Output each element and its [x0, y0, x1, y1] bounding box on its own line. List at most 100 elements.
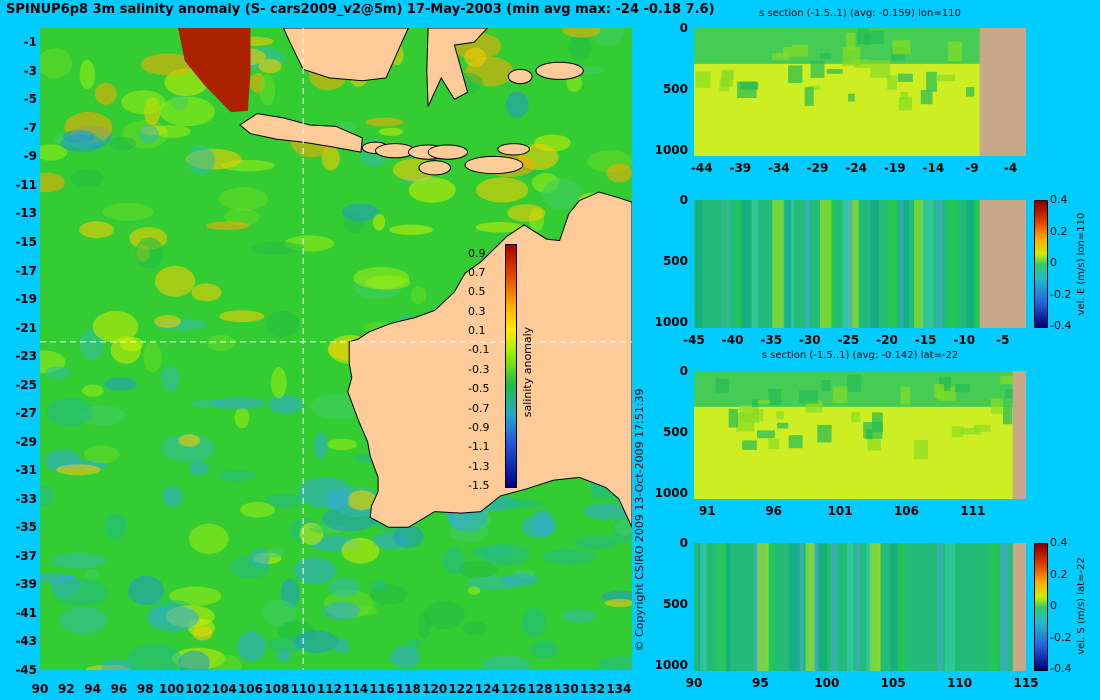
map-field-blob [40, 485, 54, 507]
map-field-blob [110, 336, 142, 364]
section-field-patch [892, 40, 911, 55]
map-x-tick: 118 [395, 682, 421, 696]
section-field-patch [847, 374, 862, 392]
section-x-tick: 96 [765, 504, 783, 518]
map-field-blob [138, 125, 160, 144]
section-field-patch [777, 422, 789, 429]
map-y-tick: -41 [15, 605, 37, 620]
map-field-blob [155, 265, 196, 297]
section-vel-band [789, 543, 800, 671]
section-x-tick: 111 [960, 504, 986, 518]
map-y-tick: -35 [15, 520, 37, 535]
map-y-tick: -23 [15, 349, 37, 364]
map-field-blob [325, 488, 350, 511]
section-colorbar-tick: 0.4 [1050, 193, 1068, 206]
map-y-tick: -3 [23, 63, 37, 78]
section-field-patch [1000, 375, 1017, 385]
section-vel-band [948, 200, 958, 328]
section-x-tick: 90 [685, 676, 703, 690]
map-field-blob [268, 394, 303, 415]
map-colorbar [505, 244, 517, 488]
section-field-patch [742, 440, 757, 450]
map-field-blob [140, 53, 196, 76]
section-field-patch [821, 380, 831, 392]
map-y-tick: -29 [15, 434, 37, 449]
map-colorbar-tick: 0.3 [468, 304, 486, 318]
section-vel-band [870, 200, 879, 328]
map-y-tick: -25 [15, 377, 37, 392]
section-x-tick: -9 [965, 161, 979, 175]
map-field-blob [154, 315, 181, 328]
section-vel-band [920, 200, 926, 328]
section-x-tick: -10 [953, 333, 976, 347]
section-field-patch [751, 399, 759, 408]
map-field-blob [121, 90, 166, 115]
map-x-tick: 106 [237, 682, 264, 696]
salinity-map [40, 28, 632, 670]
map-field-blob [521, 515, 557, 539]
map-field-blob [219, 310, 265, 323]
map-colorbar-tick: 0.5 [468, 285, 486, 299]
island-land [507, 68, 533, 85]
map-field-blob [271, 367, 287, 399]
map-y-tick: -13 [15, 206, 37, 221]
section-vel-band [847, 543, 854, 671]
map-colorbar-tick: -0.9 [468, 420, 490, 434]
section-vel-band [830, 543, 838, 671]
section-vel-band [892, 200, 901, 328]
section-y-tick: 500 [662, 253, 688, 268]
map-field-blob [378, 127, 404, 136]
section-x-tick: -40 [721, 333, 744, 347]
map-field-blob [127, 643, 182, 670]
map-colorbar-tick: -0.3 [468, 362, 490, 376]
section-y-tick: 0 [679, 193, 688, 207]
map-field-blob [410, 286, 427, 305]
section-field-patch [768, 388, 781, 405]
section-field-patch [870, 30, 885, 44]
section-x-tick: -39 [729, 161, 752, 175]
map-field-blob [262, 599, 297, 627]
section-x-tick: -45 [683, 333, 705, 347]
map-x-tick: 120 [422, 682, 448, 696]
section-x-tick: -4 [1003, 161, 1018, 175]
section-vel-band [821, 543, 828, 671]
section-vel-band [989, 543, 999, 671]
section-field-patch [783, 46, 792, 57]
section-field-patch [799, 390, 818, 404]
vel-s-colorbar [1034, 543, 1048, 671]
map-y-tick: -19 [15, 292, 37, 307]
section1-title: s section (-1.5..1) (avg: -0.159) lon=11… [759, 8, 961, 19]
section-field-patch [966, 87, 975, 97]
section-x-tick: -14 [922, 161, 945, 175]
section-x-tick: 91 [698, 504, 716, 518]
map-y-tick: -31 [15, 463, 37, 478]
section-field-patch [973, 424, 991, 432]
section-field-patch [791, 44, 808, 57]
section-colorbar-tick: 0.4 [1050, 536, 1068, 549]
map-field-blob [596, 656, 632, 670]
map-colorbar-tick: -1.3 [468, 459, 490, 473]
map-field-blob [341, 203, 380, 221]
map-field-blob [417, 611, 432, 639]
map-field-blob [293, 630, 339, 653]
section-y-tick: 500 [662, 424, 688, 439]
map-field-blob [407, 639, 423, 649]
section-y-tick: 500 [662, 596, 688, 611]
section-x-tick: 95 [752, 676, 769, 690]
section3-title: s section (-1.5..1) (avg: -0.142) lat=-2… [761, 350, 959, 361]
vel-e-colorbar [1034, 200, 1048, 328]
map-field-blob [464, 47, 486, 67]
vel-e-colorbar-label: vel. E (m/s) lon=110 [1076, 212, 1087, 316]
section-land [979, 28, 1026, 156]
section-vel-band [945, 543, 955, 671]
map-field-blob [568, 33, 592, 61]
map-field-blob [79, 221, 114, 239]
section-x-tick: -35 [760, 333, 783, 347]
map-field-blob [240, 501, 275, 518]
map-field-blob [606, 163, 632, 183]
section-x-tick: -20 [876, 333, 898, 347]
map-field-blob [143, 341, 162, 373]
section-vel-band [926, 200, 934, 328]
map-field-blob [53, 579, 109, 607]
map-field-blob [561, 609, 597, 623]
